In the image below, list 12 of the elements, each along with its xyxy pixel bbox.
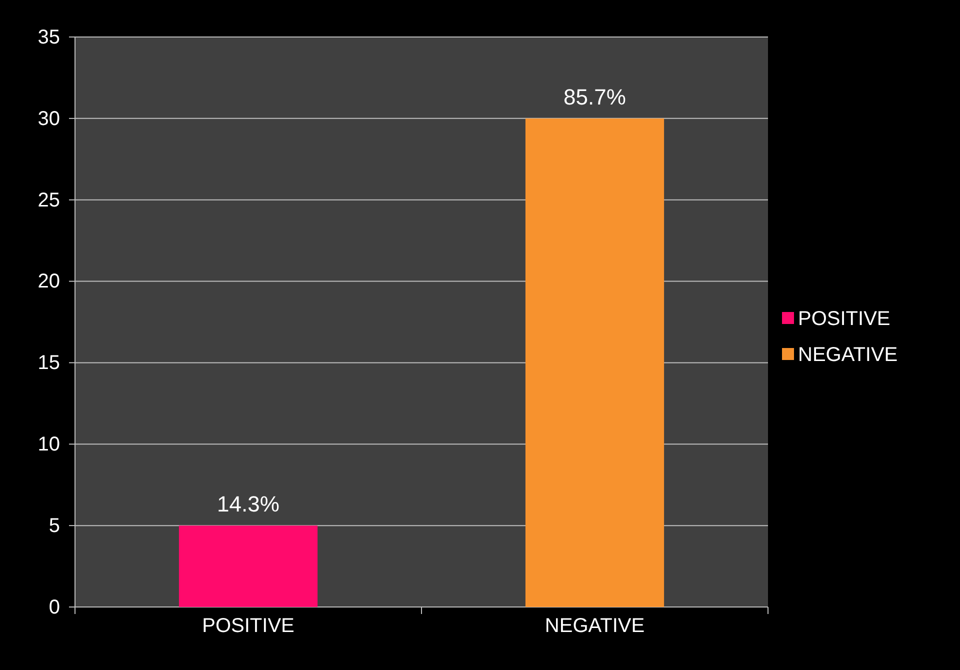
annotation: 85.7% [564, 84, 626, 110]
annotation: 14.3% [217, 492, 280, 517]
y-tick-label: 35 [38, 26, 60, 48]
y-tick-label: 10 [38, 434, 60, 456]
y-tick-label: 0 [48, 596, 60, 618]
y-tick-label: 15 [38, 352, 60, 374]
y-tick-label: 30 [38, 108, 60, 130]
y-tick-label: 5 [48, 514, 60, 537]
y-tick-label: 20 [38, 270, 60, 293]
legend-label: NEGATIVE [798, 344, 898, 366]
legend-label: POSITIVE [798, 308, 890, 330]
y-tick-label: 25 [38, 189, 60, 212]
